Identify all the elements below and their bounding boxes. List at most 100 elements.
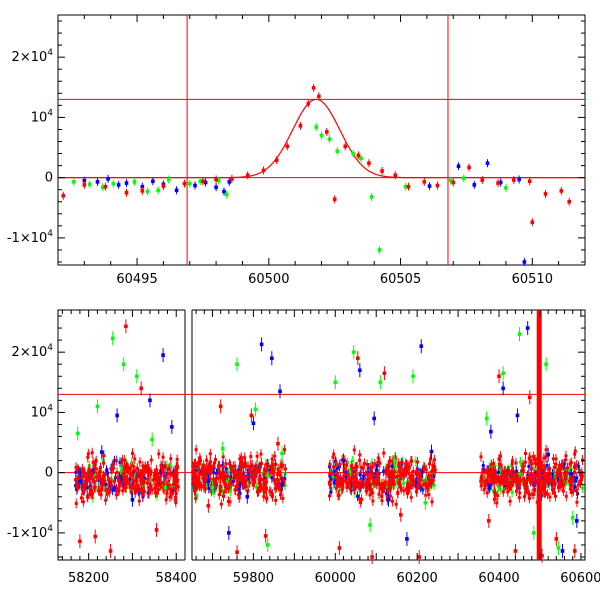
band-point — [426, 487, 430, 491]
bottom-data-point — [556, 540, 561, 555]
band-point — [147, 473, 151, 477]
band-point — [81, 475, 85, 479]
band-point — [219, 475, 223, 479]
band-point — [430, 469, 434, 473]
band-point — [212, 483, 216, 487]
band-point — [223, 490, 227, 494]
band-point — [560, 465, 564, 469]
band-point — [198, 456, 202, 460]
top-series-points — [61, 83, 571, 227]
top-data-point — [504, 183, 508, 192]
band-point — [99, 479, 103, 483]
band-point — [93, 463, 97, 467]
bottom-data-point — [251, 416, 256, 431]
band-point — [433, 468, 437, 472]
band-point — [226, 499, 230, 503]
band-point — [165, 471, 169, 475]
top-data-point — [335, 147, 340, 156]
band-point — [156, 475, 160, 479]
band-point — [217, 464, 221, 468]
band-point — [167, 483, 171, 487]
band-point — [524, 484, 528, 488]
band-point — [279, 463, 283, 467]
top-data-point — [530, 218, 535, 227]
band-point — [391, 475, 395, 479]
band-point — [169, 472, 173, 476]
band-point — [483, 470, 487, 474]
band-point — [108, 490, 112, 494]
band-point — [500, 470, 504, 474]
top-data-point — [174, 186, 179, 195]
top-data-point — [517, 175, 521, 184]
band-point — [194, 496, 198, 500]
band-point — [146, 477, 150, 481]
top-data-point — [124, 188, 129, 197]
band-point — [176, 485, 180, 489]
band-point — [497, 479, 501, 483]
band-point — [368, 493, 372, 497]
top-data-point — [261, 166, 266, 175]
band-point — [509, 476, 513, 480]
band-point — [140, 492, 144, 496]
band-point — [204, 479, 208, 483]
band-point — [365, 463, 369, 467]
band-point — [86, 455, 90, 459]
band-point — [376, 456, 380, 460]
band-point — [533, 479, 537, 483]
band-point — [272, 478, 276, 482]
band-point — [124, 469, 128, 473]
bottom-data-point — [278, 384, 282, 399]
band-point — [493, 469, 497, 473]
bottom-x-tick-label: 58200 — [68, 571, 109, 586]
top-data-point — [285, 142, 290, 151]
band-point — [114, 458, 118, 462]
bottom-data-point — [130, 492, 135, 507]
band-point — [546, 481, 550, 485]
band-point — [199, 462, 203, 466]
bottom-series-points — [78, 321, 579, 558]
top-series-points — [82, 159, 527, 266]
band-point — [561, 489, 565, 493]
band-point — [493, 490, 497, 494]
band-point — [533, 489, 537, 493]
band-point — [399, 461, 403, 465]
band-point — [487, 484, 491, 488]
band-point — [98, 466, 102, 470]
band-point — [371, 491, 375, 495]
band-point — [268, 489, 272, 493]
band-point — [424, 483, 428, 487]
band-point — [114, 493, 118, 497]
band-point — [407, 472, 411, 476]
band-point — [503, 483, 507, 487]
band-point — [349, 481, 353, 485]
bottom-data-point — [163, 480, 168, 495]
band-point — [86, 452, 90, 456]
band-point — [501, 490, 505, 494]
band-point — [380, 487, 384, 491]
band-point — [275, 485, 279, 489]
band-point — [283, 448, 287, 452]
event-marker-bar — [536, 310, 542, 560]
band-point — [270, 495, 274, 499]
band-point — [512, 476, 516, 480]
band-point — [85, 494, 89, 498]
bottom-data-point — [378, 375, 383, 390]
band-point — [102, 480, 106, 484]
band-point — [510, 483, 514, 487]
bottom-data-point — [150, 432, 154, 447]
band-point — [238, 457, 242, 461]
band-point — [142, 489, 146, 493]
band-point — [342, 467, 346, 471]
band-point — [142, 478, 146, 482]
band-point — [193, 489, 197, 493]
band-point — [557, 470, 561, 474]
band-point — [137, 499, 141, 503]
band-point — [339, 479, 343, 483]
bottom-data-point — [78, 534, 82, 549]
band-point — [221, 479, 225, 483]
band-point — [415, 470, 419, 474]
band-point — [377, 460, 381, 464]
band-point — [86, 472, 90, 476]
band-point — [562, 462, 566, 466]
